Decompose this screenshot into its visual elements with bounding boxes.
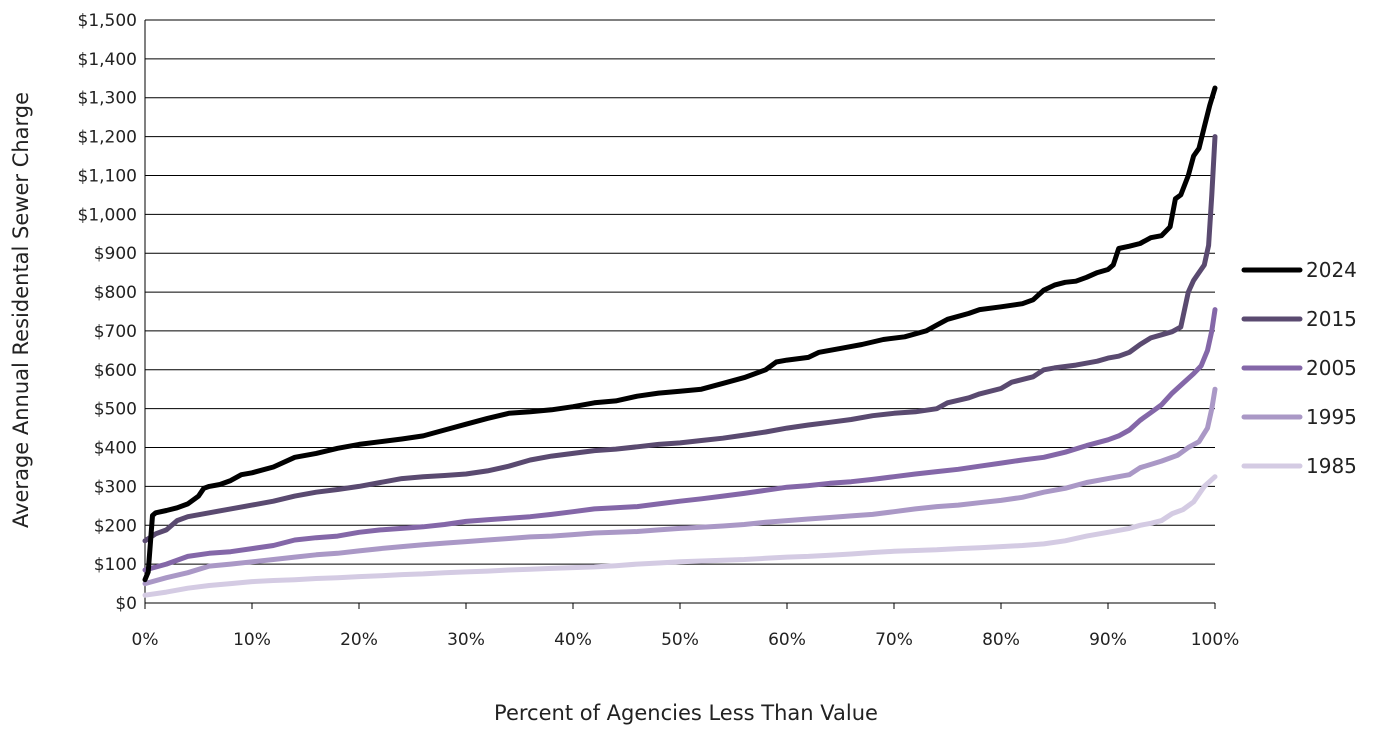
y-tick-label: $1,200 (78, 128, 137, 148)
y-tick-label: $400 (94, 439, 137, 459)
x-tick-label: 30% (447, 630, 485, 650)
y-tick-label: $600 (94, 361, 137, 381)
legend-label-2015: 2015 (1306, 307, 1357, 331)
y-tick-label: $100 (94, 555, 137, 575)
x-tick-label: 80% (982, 630, 1020, 650)
y-tick-label: $800 (94, 283, 137, 303)
legend-label-2005: 2005 (1306, 356, 1357, 380)
legend-label-1985: 1985 (1306, 454, 1357, 478)
x-axis-ticks: 0% 10% 20% 30% 40% 50% 60% 70% 80% 90% 100% (132, 603, 1240, 650)
y-tick-label: $500 (94, 400, 137, 420)
series-line-2015 (142, 134, 1218, 544)
x-axis-title: Percent of Agencies Less Than Value (494, 701, 878, 725)
y-tick-label: $1,100 (78, 166, 137, 186)
y-tick-label: $200 (94, 516, 137, 536)
series-line-2024 (142, 85, 1218, 583)
y-tick-label: $1,300 (78, 89, 137, 109)
y-axis-ticks: $0 $100 $200 $300 $400 $500 $600 $700 $800 $900 $1… (78, 11, 137, 614)
gridlines (144, 19, 1215, 604)
x-tick-label: 10% (233, 630, 271, 650)
x-tick-label: 60% (768, 630, 806, 650)
series-lines (142, 85, 1218, 598)
y-tick-label: $1,000 (78, 205, 137, 225)
x-tick-label: 40% (554, 630, 592, 650)
x-tick-label: 20% (340, 630, 378, 650)
y-tick-label: $1,400 (78, 50, 137, 70)
legend-label-2024: 2024 (1306, 258, 1357, 282)
legend: 2024 2015 2005 1995 1985 (1241, 258, 1357, 478)
series-line-1995 (142, 386, 1218, 587)
x-tick-label: 0% (132, 630, 159, 650)
x-tick-label: 50% (661, 630, 699, 650)
legend-label-1995: 1995 (1306, 405, 1357, 429)
series-line-2005 (142, 307, 1218, 573)
x-tick-label: 100% (1191, 630, 1240, 650)
y-tick-label: $900 (94, 244, 137, 264)
series-line-1985 (142, 474, 1218, 598)
y-tick-label: $0 (115, 594, 137, 614)
x-tick-label: 90% (1089, 630, 1127, 650)
y-axis-title: Average Annual Residental Sewer Charge (9, 92, 33, 528)
y-tick-label: $1,500 (78, 11, 137, 31)
y-tick-label: $700 (94, 322, 137, 342)
y-tick-label: $300 (94, 477, 137, 497)
x-tick-label: 70% (875, 630, 913, 650)
